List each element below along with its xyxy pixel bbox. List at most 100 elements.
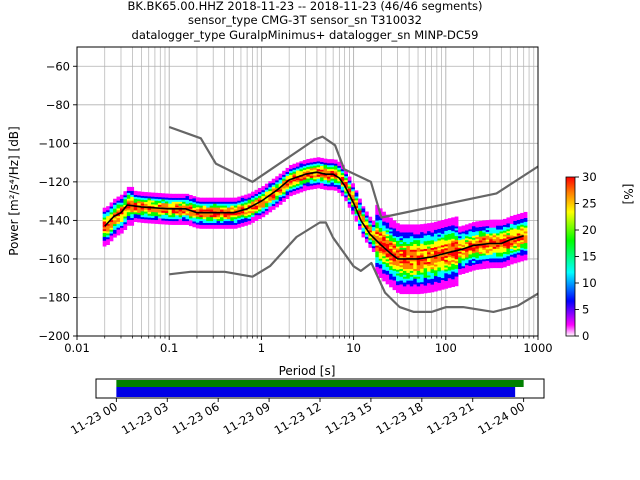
colorbar-tick-label: 20 bbox=[582, 223, 597, 237]
psd-cell bbox=[413, 278, 418, 281]
psd-cell bbox=[116, 215, 121, 219]
psd-cell bbox=[271, 188, 276, 191]
psd-cell bbox=[509, 239, 514, 242]
psd-cell bbox=[458, 237, 462, 241]
psd-cell bbox=[437, 230, 442, 233]
psd-cell bbox=[437, 280, 442, 283]
psd-cell bbox=[396, 225, 400, 228]
psd-cell bbox=[164, 216, 169, 219]
psd-cell bbox=[475, 256, 480, 259]
psd-cell bbox=[423, 287, 428, 290]
psd-cell bbox=[399, 249, 404, 252]
psd-cell bbox=[106, 233, 110, 236]
psd-cell bbox=[451, 244, 455, 247]
psd-cell bbox=[226, 218, 231, 222]
psd-cell bbox=[461, 244, 466, 248]
psd-cell bbox=[264, 193, 269, 196]
psd-cell bbox=[102, 225, 107, 228]
psd-cell bbox=[444, 267, 449, 270]
psd-cell bbox=[465, 232, 469, 235]
psd-cell bbox=[396, 240, 400, 243]
psd-cell bbox=[240, 201, 245, 204]
psd-cell bbox=[130, 210, 135, 213]
psd-cell bbox=[413, 226, 418, 229]
psd-cell bbox=[199, 218, 204, 222]
psd-cell bbox=[192, 207, 197, 210]
psd-cell bbox=[399, 282, 404, 285]
psd-cell bbox=[237, 213, 242, 217]
psd-cell bbox=[461, 231, 466, 234]
psd-cell bbox=[202, 207, 207, 210]
psd-cell bbox=[137, 197, 141, 200]
psd-cell bbox=[354, 192, 359, 195]
psd-cell bbox=[399, 288, 404, 291]
psd-cell bbox=[202, 216, 207, 220]
psd-cell bbox=[468, 256, 473, 259]
psd-cell bbox=[247, 193, 252, 196]
psd-cell bbox=[309, 158, 314, 161]
psd-cell bbox=[151, 194, 155, 197]
psd-cell bbox=[454, 245, 459, 248]
psd-cell bbox=[354, 205, 359, 209]
psd-cell bbox=[326, 188, 331, 191]
psd-cell bbox=[399, 236, 404, 239]
psd-cell bbox=[471, 243, 476, 246]
psd-cell bbox=[471, 256, 476, 260]
psd-cell bbox=[385, 232, 390, 235]
psd-cell bbox=[147, 219, 152, 222]
psd-cell bbox=[116, 213, 121, 217]
psd-cell bbox=[151, 200, 155, 203]
psd-cell bbox=[378, 244, 383, 248]
timeline-tick-label: 11-23 21 bbox=[424, 399, 476, 437]
psd-cell bbox=[295, 170, 300, 173]
psd-cell bbox=[268, 186, 273, 190]
colorbar-tick-label: 10 bbox=[582, 276, 597, 290]
psd-cell bbox=[454, 228, 459, 231]
psd-cell bbox=[157, 194, 162, 198]
psd-cell bbox=[396, 228, 400, 232]
psd-cell bbox=[440, 264, 445, 267]
psd-cell bbox=[454, 264, 459, 267]
psd-cell bbox=[378, 223, 383, 226]
psd-cell bbox=[427, 271, 431, 274]
psd-cell bbox=[168, 220, 173, 223]
psd-cell bbox=[385, 253, 390, 256]
psd-cell bbox=[223, 213, 228, 216]
psd-cell bbox=[385, 226, 390, 229]
psd-cell bbox=[506, 242, 511, 245]
psd-cell bbox=[502, 249, 507, 252]
psd-cell bbox=[482, 237, 487, 241]
psd-cell bbox=[330, 164, 335, 168]
psd-cell bbox=[437, 276, 442, 280]
psd-cell bbox=[109, 233, 114, 236]
psd-cell bbox=[106, 215, 110, 219]
psd-cell bbox=[333, 161, 338, 164]
psd-cell bbox=[423, 266, 428, 269]
psd-cell bbox=[406, 255, 411, 258]
psd-cell bbox=[478, 261, 483, 264]
psd-cell bbox=[130, 202, 135, 205]
psd-cell bbox=[399, 243, 404, 246]
psd-cell bbox=[465, 266, 469, 270]
psd-cell bbox=[375, 254, 380, 258]
psd-cell bbox=[513, 245, 518, 248]
psd-cell bbox=[378, 221, 383, 225]
psd-cell bbox=[430, 272, 435, 275]
psd-cell bbox=[451, 263, 455, 266]
psd-cell bbox=[489, 264, 493, 267]
psd-cell bbox=[154, 217, 159, 221]
psd-cell bbox=[330, 182, 335, 185]
psd-cell bbox=[268, 192, 273, 195]
psd-cell bbox=[244, 219, 248, 222]
psd-cell bbox=[492, 225, 497, 228]
psd-cell bbox=[447, 274, 452, 277]
psd-cell bbox=[451, 253, 455, 257]
psd-cell bbox=[475, 236, 480, 239]
timeline-tick-label: 11-23 06 bbox=[170, 399, 222, 437]
psd-cell bbox=[440, 235, 445, 238]
psd-cell bbox=[282, 190, 286, 193]
psd-cell bbox=[254, 199, 259, 202]
psd-cell bbox=[140, 203, 145, 206]
psd-cell bbox=[358, 198, 362, 201]
psd-cell bbox=[182, 222, 186, 225]
